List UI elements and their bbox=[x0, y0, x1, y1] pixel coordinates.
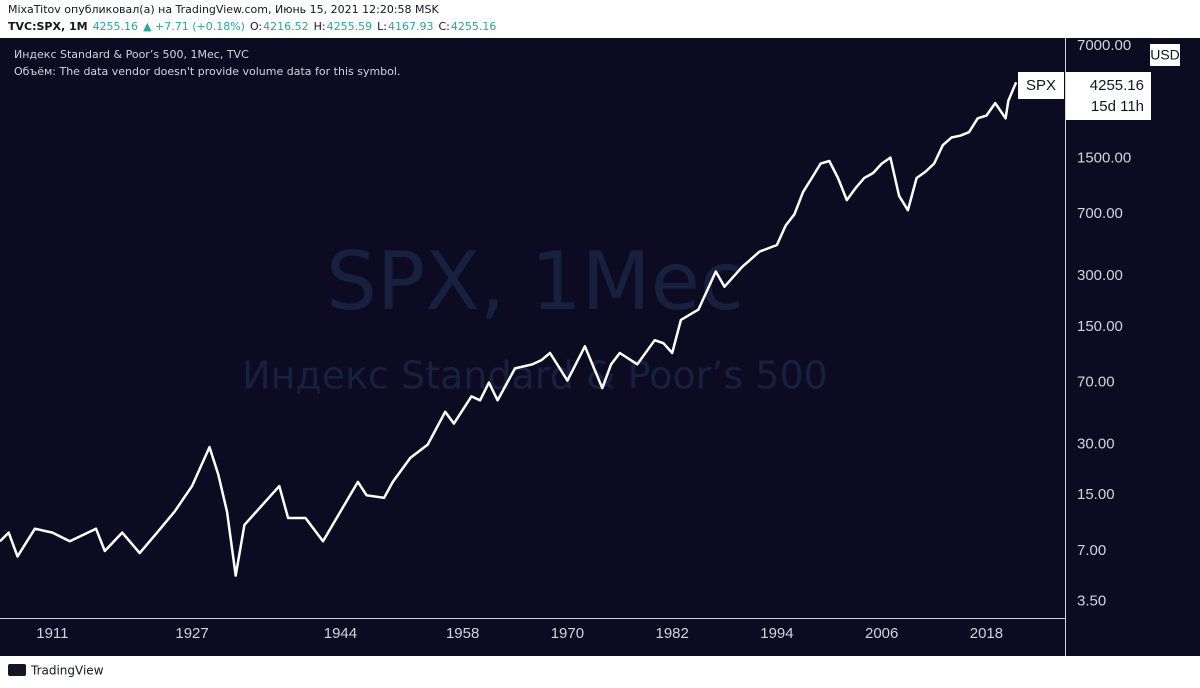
watermark-name: Индекс Standard & Poor’s 500 bbox=[242, 354, 828, 398]
y-tick-label: 300.00 bbox=[1077, 267, 1123, 284]
ohlc-value: 4255.16 bbox=[451, 20, 497, 33]
x-tick-label: 2006 bbox=[865, 625, 898, 642]
price-box bbox=[1066, 72, 1151, 120]
x-tick-label: 1944 bbox=[324, 625, 357, 642]
x-tick-label: 1970 bbox=[551, 625, 584, 642]
legend-title: Индекс Standard & Poor’s 500, 1Мес, TVC bbox=[14, 48, 249, 61]
logo bbox=[8, 664, 26, 676]
unit-box bbox=[1150, 44, 1180, 66]
ticker-line: TVC:SPX, 1M 4255.16 ▲ +7.71 (+0.18%) O: 4216… bbox=[8, 20, 496, 33]
ohlc-label: C: bbox=[438, 20, 449, 33]
x-tick-label: 1958 bbox=[446, 625, 479, 642]
unit: USD bbox=[1150, 47, 1180, 63]
y-tick-label: 3.50 bbox=[1077, 593, 1106, 610]
x-tick-label: 1994 bbox=[760, 625, 793, 642]
ohlc-label: O: bbox=[250, 20, 262, 33]
y-tick-label: 7000.00 bbox=[1077, 37, 1131, 54]
published: MixaTitov опубликовал(а) на TradingView.… bbox=[8, 3, 440, 16]
watermark-symbol: SPX, 1Мес bbox=[326, 235, 744, 328]
y-tick-label: 1500.00 bbox=[1077, 150, 1131, 167]
plot bbox=[0, 81, 1018, 577]
footer-bg bbox=[0, 656, 1200, 688]
price-symbol: SPX bbox=[1026, 77, 1056, 94]
ohlc-value: 4167.93 bbox=[388, 20, 434, 33]
price-line bbox=[0, 81, 1018, 577]
x-tick-label: 1927 bbox=[175, 625, 208, 642]
last-price: 4255.16 bbox=[93, 20, 139, 33]
y-tick-label: 15.00 bbox=[1077, 486, 1115, 503]
price-value: 4255.16 bbox=[1090, 77, 1144, 94]
y-tick-label: 7.00 bbox=[1077, 542, 1106, 559]
y-tick-label: 70.00 bbox=[1077, 374, 1115, 391]
x-tick-label: 1982 bbox=[655, 625, 688, 642]
x-tick-label: 1911 bbox=[36, 625, 68, 642]
brand: TradingView bbox=[30, 664, 104, 678]
ohlc-value: 4216.52 bbox=[263, 20, 309, 33]
y-tick-label: 150.00 bbox=[1077, 318, 1123, 335]
y-tick-label: 700.00 bbox=[1077, 205, 1123, 222]
symbol-box bbox=[1018, 72, 1064, 99]
x-tick-label: 2018 bbox=[970, 625, 1003, 642]
header-bg bbox=[0, 0, 1200, 38]
chart-bg bbox=[0, 38, 1200, 656]
symbol: TVC:SPX, 1M bbox=[8, 20, 88, 33]
y-tick-label: 30.00 bbox=[1077, 436, 1115, 453]
countdown: 15d 11h bbox=[1091, 98, 1144, 115]
change: ▲ +7.71 (+0.18%) bbox=[143, 20, 245, 33]
ohlc-value: 4255.59 bbox=[327, 20, 373, 33]
ohlc-label: L: bbox=[377, 20, 387, 33]
ohlc-label: H: bbox=[314, 20, 326, 33]
volume-note: Объём: The data vendor doesn't provide v… bbox=[14, 65, 400, 78]
